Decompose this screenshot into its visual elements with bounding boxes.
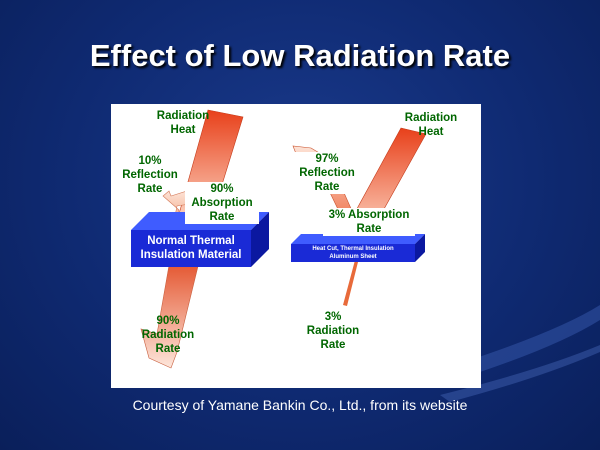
left-material-label: Normal Thermal Insulation Material (140, 235, 242, 261)
right-aluminum-sheet-side (415, 234, 425, 262)
left-insulation-slab-side (251, 212, 269, 267)
source-caption: Courtesy of Yamane Bankin Co., Ltd., fro… (132, 397, 468, 413)
right-emission-label: 3% Radiation Rate (306, 311, 360, 351)
right-reflection-label: 97% Reflection Rate (291, 152, 363, 194)
right-material-label: Heat Cut, Thermal Insulation Aluminum Sh… (312, 246, 394, 260)
slide-title: Effect of Low Radiation Rate (89, 38, 511, 73)
right-emission-arrow (343, 249, 361, 306)
right-incoming-label: Radiation Heat (404, 112, 458, 138)
left-reflection-label: 10% Reflection Rate (122, 155, 178, 195)
right-aluminum-sheet-front (291, 244, 415, 262)
right-absorption-label: 3% Absorption Rate (323, 208, 415, 236)
left-absorption-label: 90% Absorption Rate (185, 182, 259, 224)
right-aluminum-sheet-top (291, 234, 425, 244)
diagram-panel: Radiation Heat 10% Reflection Rate 90% A… (111, 104, 481, 388)
left-emission-label: 90% Radiation Rate (141, 315, 195, 355)
left-incoming-label: Radiation Heat (156, 110, 210, 136)
left-insulation-slab-front (131, 230, 251, 267)
left-emission-arrow (140, 253, 202, 369)
